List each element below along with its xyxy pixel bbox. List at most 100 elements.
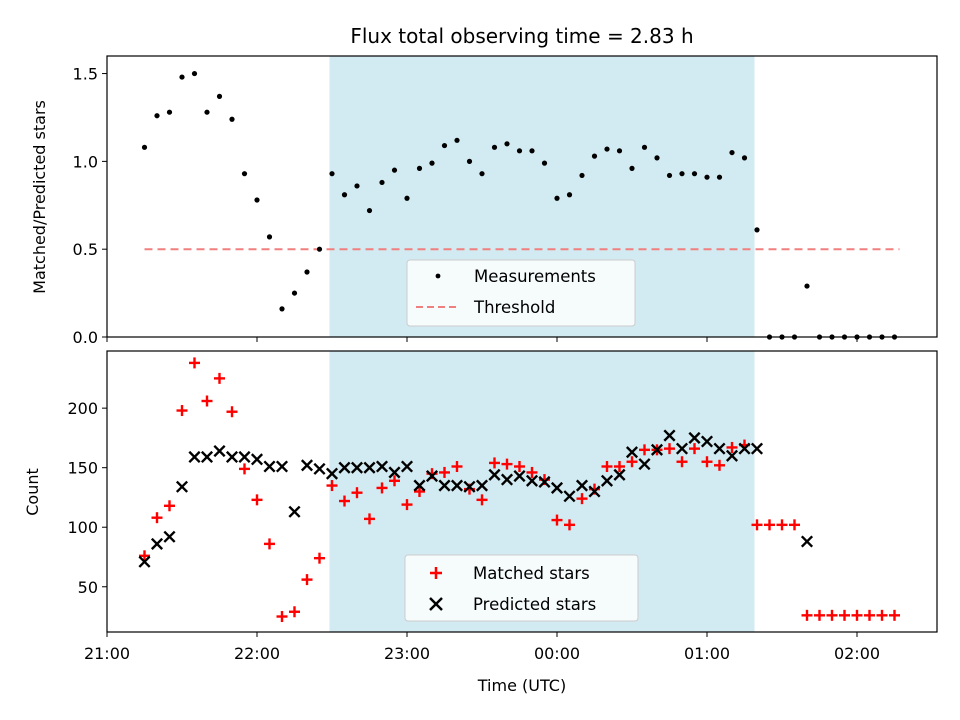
measurements-series: [141, 70, 898, 340]
measurement-point: [604, 146, 610, 152]
measurement-point: [166, 109, 173, 115]
legend-predicted-marker: [429, 597, 443, 611]
matched-star-point: [489, 457, 500, 469]
top-y-tick-label: 0.0: [73, 328, 98, 347]
matched-star-point: [889, 609, 900, 621]
matched-star-point: [251, 494, 263, 506]
predicted-star-point: [575, 479, 589, 492]
predicted-star-point: [325, 467, 339, 480]
matched-star-point: [626, 456, 638, 468]
top-panel: 0.0 0.5 1.0 1.5 Matched/Predicted stars Mea…: [30, 55, 938, 347]
matched-star-point: [676, 456, 688, 468]
predicted-star-point: [450, 479, 464, 492]
measurement-point: [254, 197, 260, 203]
measurement-point: [729, 149, 735, 156]
measurement-point: [241, 171, 248, 177]
predicted-star-point: [413, 479, 426, 492]
predicted-star-point: [500, 473, 514, 486]
predicted-star-point: [188, 450, 201, 464]
measurement-point: [391, 167, 398, 173]
bottom-x-tick-label: 01:00: [684, 644, 730, 663]
predicted-star-point: [425, 469, 439, 483]
predicted-star-point: [525, 474, 539, 487]
matched-star-point: [864, 609, 875, 621]
measurement-point: [529, 148, 535, 154]
matched-star-point: [364, 513, 375, 525]
matched-star-point: [389, 475, 400, 487]
top-y-tick-label: 0.5: [73, 240, 98, 259]
matched-star-point: [376, 482, 388, 494]
matched-star-point: [689, 443, 700, 455]
predicted-star-point: [700, 435, 714, 448]
measurement-point: [691, 171, 698, 177]
matched-star-point: [501, 458, 513, 470]
bottom-legend-box: [404, 554, 639, 622]
measurement-point: [329, 171, 335, 177]
predicted-star-point: [300, 459, 314, 472]
measurement-point: [704, 174, 710, 180]
matched-star-point: [526, 466, 538, 478]
bottom-y-axis: 50 100 150 200: [67, 399, 107, 597]
predicted-star-point: [363, 461, 376, 474]
predicted-star-point: [200, 450, 214, 464]
matched-star-point: [326, 480, 338, 492]
measurement-point: [754, 227, 760, 233]
matched-star-point: [401, 499, 413, 511]
predicted-star-point: [388, 466, 401, 479]
matched-star-point: [514, 460, 525, 472]
matched-star-point: [814, 609, 825, 621]
measurement-point: [804, 283, 810, 289]
matched-star-point: [614, 460, 625, 472]
bottom-y-tick-label: 200: [67, 399, 98, 418]
matched-star-point: [314, 552, 325, 564]
matched-star-point: [751, 519, 763, 531]
measurement-point: [541, 160, 548, 166]
matched-star-point: [439, 466, 450, 478]
measurement-point: [216, 93, 223, 99]
measurement-point: [454, 137, 460, 143]
measurement-point: [641, 144, 648, 150]
measurement-point: [516, 148, 523, 154]
predicted-star-point: [488, 468, 501, 481]
matched-star-point: [826, 609, 838, 621]
predicted-star-point: [800, 535, 814, 548]
bottom-x-tick-label: 21:00: [84, 644, 130, 663]
measurement-point: [466, 158, 473, 164]
matched-star-point: [639, 444, 650, 456]
matched-star-point: [601, 460, 613, 472]
predicted-star-point: [513, 469, 526, 483]
predicted-star-point: [600, 474, 614, 487]
bottom-panel: 50 100 150 200 21:00 22:00 23:00 00:00 01:00 02:…: [23, 350, 938, 695]
bottom-y-axis-label: Count: [23, 468, 42, 516]
predicted-star-point: [275, 460, 289, 473]
legend-matched-label: Matched stars: [473, 564, 590, 583]
measurement-point: [679, 171, 685, 177]
predicted-star-point: [225, 450, 239, 464]
measurement-point: [304, 269, 310, 275]
matched-star-point: [851, 609, 863, 621]
matched-star-point: [164, 500, 175, 512]
legend-threshold-label: Threshold: [473, 298, 555, 317]
predicted-star-point: [238, 450, 251, 464]
measurement-point: [654, 155, 660, 161]
measurement-point: [554, 195, 560, 201]
predicted-star-point: [313, 462, 326, 475]
matched-star-point: [476, 494, 488, 506]
top-axes-frame: [106, 55, 938, 338]
measurement-point: [291, 290, 298, 296]
top-legend-box: [406, 259, 636, 327]
predicted-star-point: [475, 479, 489, 492]
matched-star-point: [276, 611, 288, 623]
bottom-x-axis-label: Time (UTC): [477, 676, 566, 695]
measurement-point: [404, 195, 410, 201]
measurement-point: [429, 160, 435, 166]
matched-star-point: [414, 486, 425, 497]
predicted-star-point: [725, 449, 739, 462]
matched-star-point: [789, 519, 800, 531]
measurement-point: [629, 165, 635, 171]
top-y-tick-label: 1.5: [73, 65, 98, 84]
bottom-legend: Matched stars Predicted stars: [404, 554, 639, 622]
predicted-star-point: [463, 480, 476, 493]
legend-measurements-marker: [435, 273, 441, 279]
predicted-star-point: [375, 460, 389, 473]
